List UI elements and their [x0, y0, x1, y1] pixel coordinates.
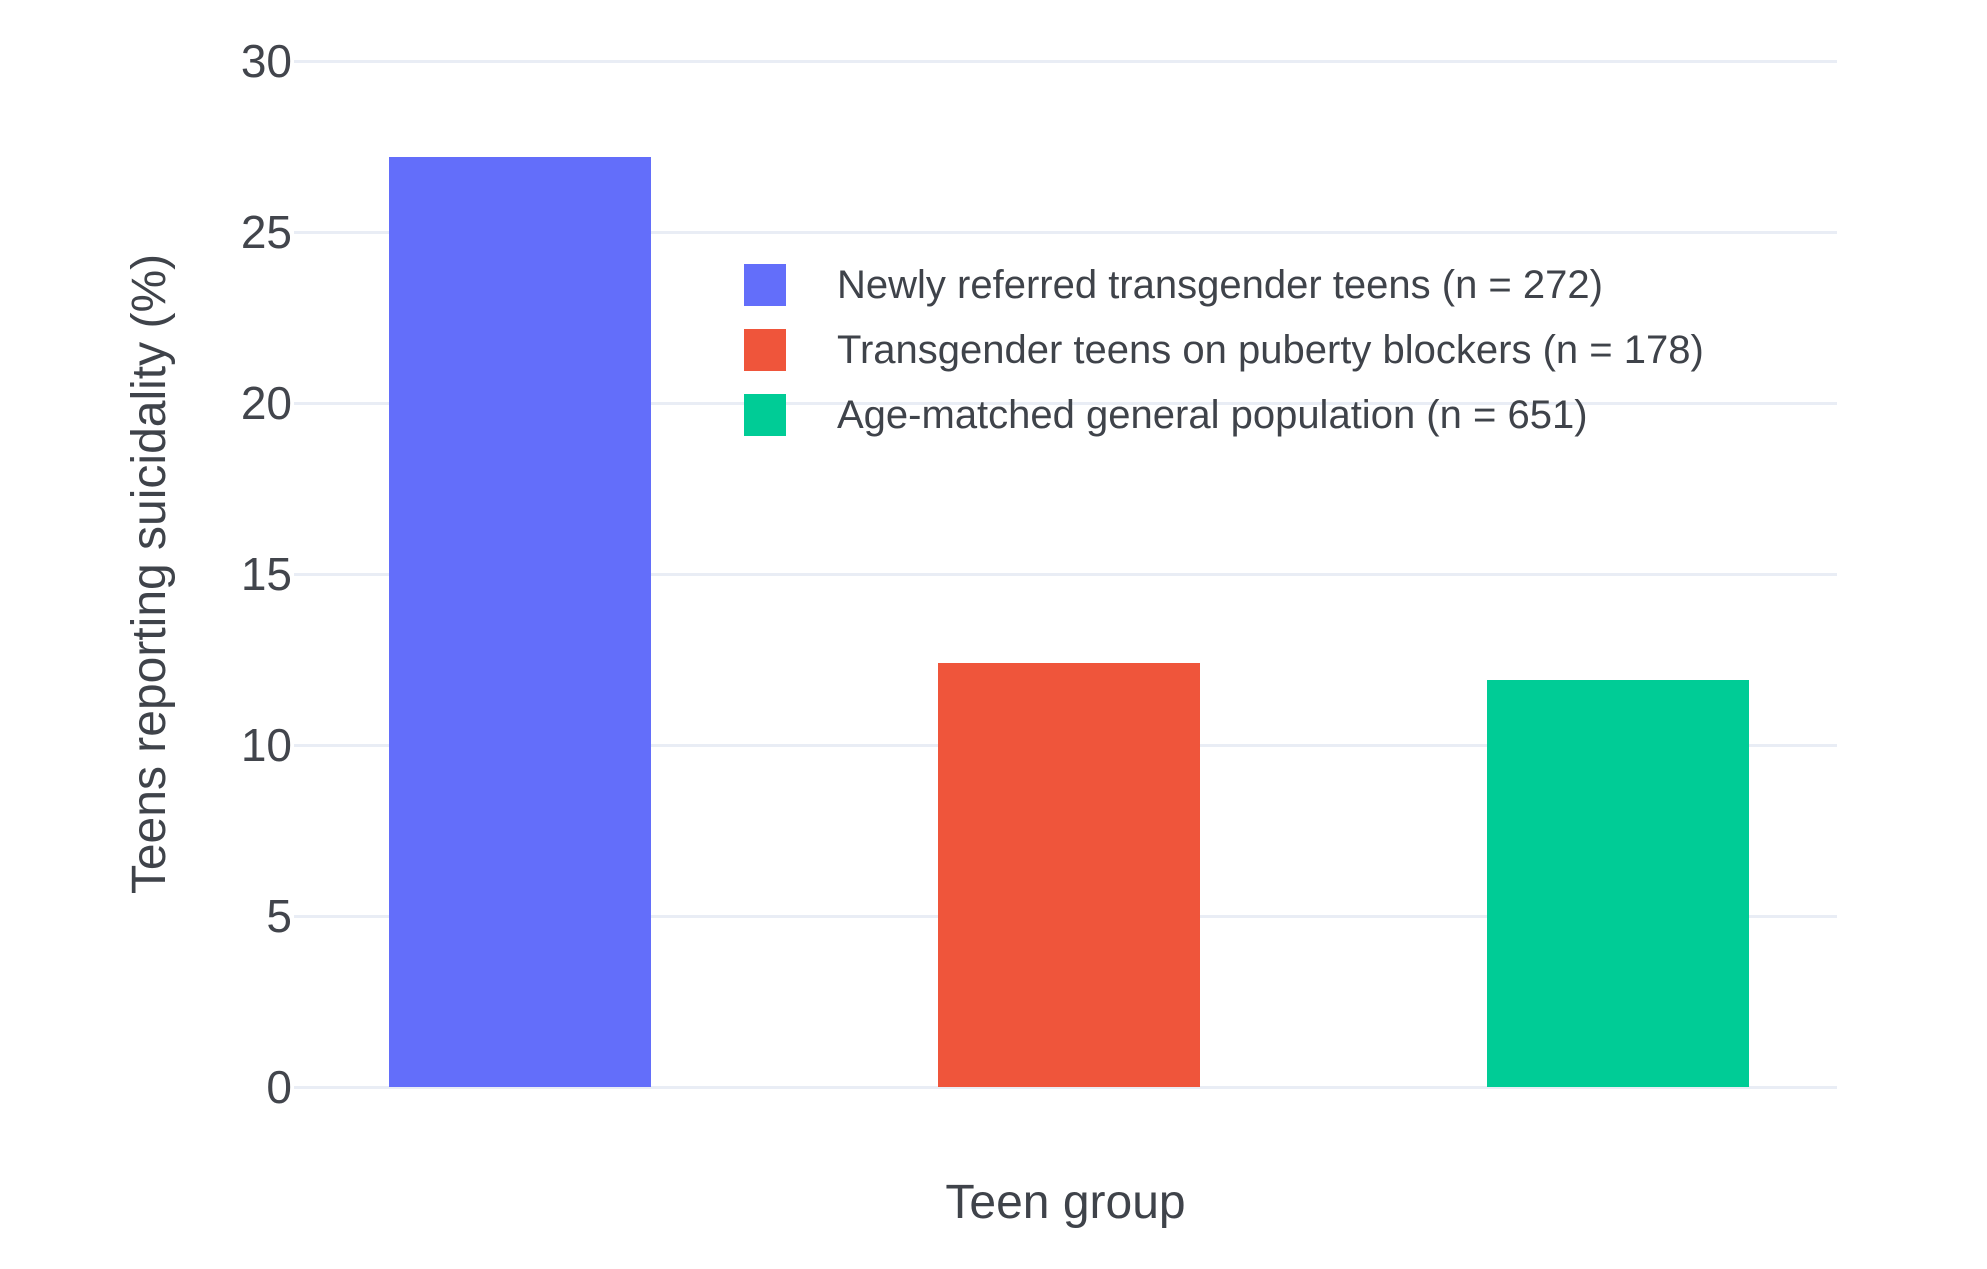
gridline-y-0	[294, 1086, 1837, 1089]
y-tick-label-5: 5	[266, 890, 292, 942]
y-tick-label-0: 0	[266, 1061, 292, 1113]
y-axis-title: Teens reporting suicidality (%)	[123, 253, 176, 895]
bar-age-matched-general-population[interactable]	[1487, 680, 1749, 1087]
bar-newly-referred-transgender-teens[interactable]	[389, 157, 651, 1087]
gridline-y-30	[294, 60, 1837, 63]
bar-transgender-teens-on-puberty-blockers[interactable]	[938, 663, 1200, 1087]
legend: Newly referred transgender teens (n = 27…	[744, 252, 1704, 447]
y-tick-label-15: 15	[240, 548, 292, 600]
y-tick-label-20: 20	[240, 377, 292, 429]
gridline-y-15	[294, 573, 1837, 576]
legend-label: Newly referred transgender teens (n = 27…	[837, 262, 1603, 307]
y-tick-label-10: 10	[240, 719, 292, 771]
gridline-y-20	[294, 402, 1837, 405]
legend-item-1[interactable]: Transgender teens on puberty blockers (n…	[744, 317, 1704, 382]
legend-swatch-icon	[744, 263, 786, 306]
legend-item-2[interactable]: Age-matched general population (n = 651)	[744, 382, 1704, 447]
legend-swatch-icon	[744, 393, 786, 436]
legend-swatch-icon	[744, 328, 786, 371]
legend-item-0[interactable]: Newly referred transgender teens (n = 27…	[744, 252, 1704, 317]
y-tick-label-25: 25	[240, 206, 292, 258]
gridline-y-25	[294, 231, 1837, 234]
y-tick-label-30: 30	[240, 35, 292, 87]
legend-label: Transgender teens on puberty blockers (n…	[837, 327, 1704, 372]
legend-label: Age-matched general population (n = 651)	[837, 392, 1588, 437]
x-axis-title: Teen group	[945, 1176, 1186, 1229]
